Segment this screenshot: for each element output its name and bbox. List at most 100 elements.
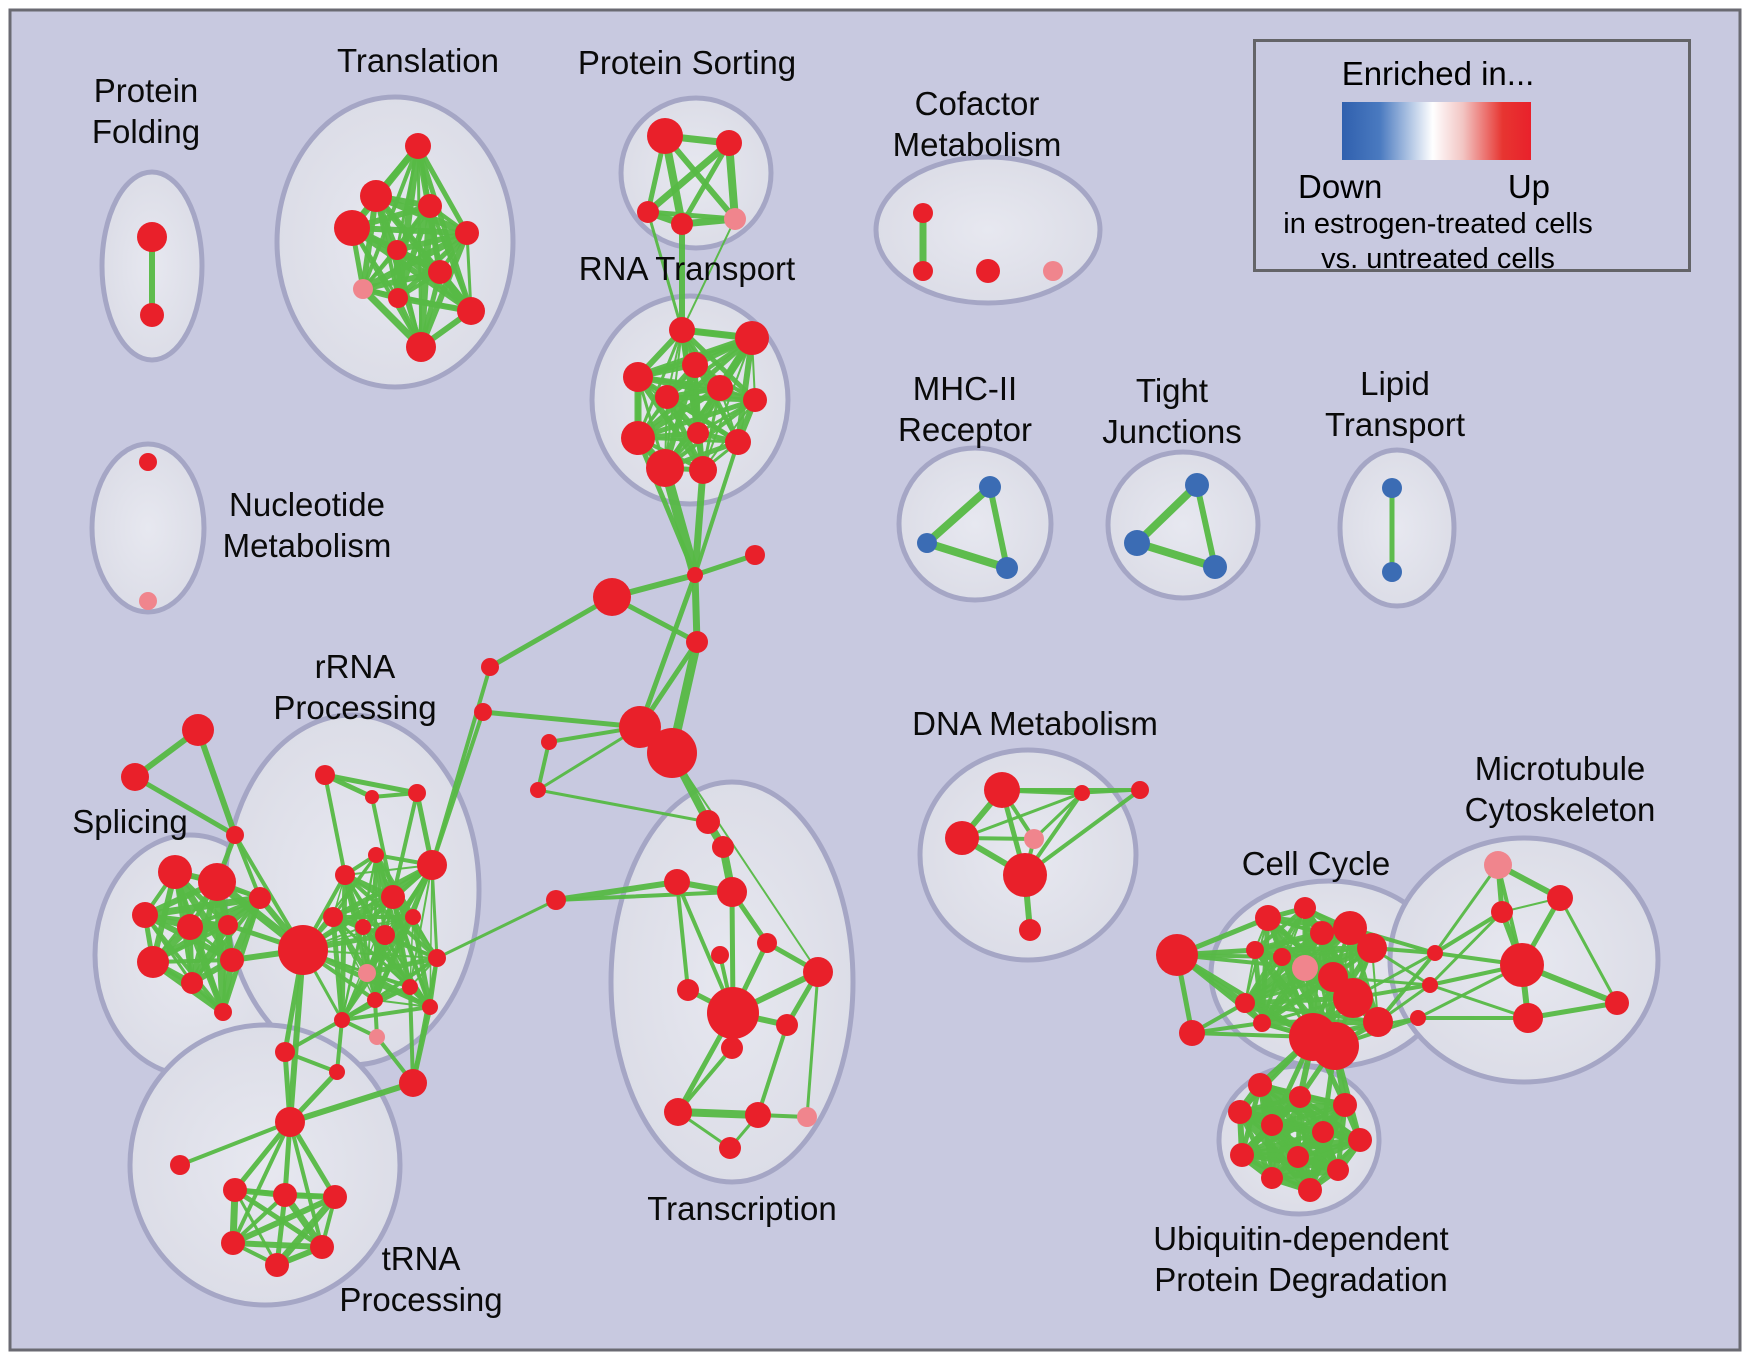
- network-node-l2[interactable]: [1382, 562, 1402, 582]
- network-node-t1[interactable]: [405, 133, 431, 159]
- network-node-x7[interactable]: [711, 946, 729, 964]
- network-node-d3[interactable]: [1024, 829, 1044, 849]
- network-node-tn2[interactable]: [273, 1183, 297, 1207]
- network-node-r2[interactable]: [368, 847, 384, 863]
- network-node-cf4[interactable]: [1043, 261, 1063, 281]
- network-node-cc1[interactable]: [1255, 905, 1281, 931]
- network-node-s0[interactable]: [226, 826, 244, 844]
- network-node-r5[interactable]: [405, 909, 421, 925]
- network-node-u11[interactable]: [1261, 1167, 1283, 1189]
- network-node-c3[interactable]: [541, 734, 557, 750]
- network-node-k3[interactable]: [1410, 1010, 1426, 1026]
- network-node-k2[interactable]: [1422, 977, 1438, 993]
- network-node-r18[interactable]: [275, 1042, 295, 1062]
- network-node-u9[interactable]: [1287, 1146, 1309, 1168]
- network-node-t5[interactable]: [455, 221, 479, 245]
- network-node-r10[interactable]: [402, 979, 418, 995]
- network-node-r6[interactable]: [323, 907, 343, 927]
- network-node-pf1[interactable]: [137, 222, 167, 252]
- network-node-cc7[interactable]: [1273, 948, 1291, 966]
- network-node-ps5[interactable]: [724, 208, 746, 230]
- network-node-r7[interactable]: [355, 919, 371, 935]
- network-node-s6[interactable]: [249, 887, 271, 909]
- network-node-s9[interactable]: [220, 948, 244, 972]
- network-node-r9[interactable]: [358, 964, 376, 982]
- network-node-s10[interactable]: [214, 1003, 232, 1021]
- network-node-x14[interactable]: [797, 1107, 817, 1127]
- network-node-t9[interactable]: [388, 288, 408, 308]
- network-node-tr2[interactable]: [121, 763, 149, 791]
- network-node-cf1[interactable]: [913, 203, 933, 223]
- network-node-x9[interactable]: [707, 987, 759, 1039]
- network-node-r4[interactable]: [381, 885, 405, 909]
- network-node-cf2[interactable]: [913, 261, 933, 281]
- network-node-n1[interactable]: [139, 453, 157, 471]
- network-node-tb[interactable]: [275, 1107, 305, 1137]
- network-node-c1[interactable]: [481, 658, 499, 676]
- network-node-r12[interactable]: [428, 949, 446, 967]
- network-node-r16[interactable]: [399, 1069, 427, 1097]
- network-node-cc11[interactable]: [1235, 993, 1255, 1013]
- network-node-tn6[interactable]: [265, 1253, 289, 1277]
- network-node-x11[interactable]: [721, 1037, 743, 1059]
- network-node-c4[interactable]: [530, 782, 546, 798]
- network-node-x5[interactable]: [757, 933, 777, 953]
- network-node-cc4[interactable]: [1333, 911, 1367, 945]
- network-node-rt11[interactable]: [646, 449, 684, 487]
- network-node-pf2[interactable]: [140, 303, 164, 327]
- network-node-t8[interactable]: [353, 279, 373, 299]
- network-node-d7[interactable]: [1019, 919, 1041, 941]
- network-node-cc6[interactable]: [1246, 941, 1264, 959]
- network-node-tj3[interactable]: [1203, 555, 1227, 579]
- network-node-s2[interactable]: [198, 863, 236, 901]
- network-node-s7[interactable]: [137, 946, 169, 978]
- network-node-x10[interactable]: [776, 1014, 798, 1036]
- network-node-u3[interactable]: [1333, 1093, 1357, 1117]
- network-node-s5[interactable]: [218, 915, 238, 935]
- network-node-d4[interactable]: [1074, 785, 1090, 801]
- network-node-u5[interactable]: [1261, 1114, 1283, 1136]
- network-node-tj1[interactable]: [1185, 473, 1209, 497]
- network-node-d6[interactable]: [1003, 853, 1047, 897]
- network-node-mt6[interactable]: [1605, 991, 1629, 1015]
- network-node-s1[interactable]: [158, 855, 192, 889]
- network-node-x4[interactable]: [717, 877, 747, 907]
- network-node-t3[interactable]: [418, 194, 442, 218]
- network-node-m1[interactable]: [979, 476, 1001, 498]
- network-node-mt5[interactable]: [1513, 1003, 1543, 1033]
- network-node-rt1[interactable]: [669, 317, 695, 343]
- network-node-mt1[interactable]: [1484, 851, 1512, 879]
- network-node-j3[interactable]: [686, 631, 708, 653]
- network-node-x1[interactable]: [664, 869, 690, 895]
- network-node-l1[interactable]: [1382, 478, 1402, 498]
- network-node-x8[interactable]: [677, 979, 699, 1001]
- network-node-r1[interactable]: [335, 865, 355, 885]
- network-node-c2[interactable]: [474, 703, 492, 721]
- network-node-mt2[interactable]: [1547, 885, 1573, 911]
- network-node-cc3[interactable]: [1310, 921, 1334, 945]
- network-node-d2[interactable]: [945, 821, 979, 855]
- network-node-tn4[interactable]: [221, 1231, 245, 1255]
- network-node-d1[interactable]: [984, 772, 1020, 808]
- network-node-h2[interactable]: [647, 728, 697, 778]
- network-node-r11[interactable]: [367, 992, 383, 1008]
- network-node-rc[interactable]: [408, 784, 426, 802]
- network-node-cc10[interactable]: [1333, 978, 1373, 1018]
- network-node-rt8[interactable]: [621, 421, 655, 455]
- network-node-x15[interactable]: [719, 1137, 741, 1159]
- network-node-u2[interactable]: [1289, 1086, 1311, 1108]
- network-node-t4[interactable]: [334, 210, 370, 246]
- network-node-rt4[interactable]: [623, 362, 653, 392]
- network-node-u7[interactable]: [1348, 1128, 1372, 1152]
- network-node-ps1[interactable]: [647, 118, 683, 154]
- network-node-r17[interactable]: [329, 1064, 345, 1080]
- network-node-u1[interactable]: [1248, 1073, 1272, 1097]
- network-node-ccS[interactable]: [1179, 1020, 1205, 1046]
- network-node-r3[interactable]: [417, 850, 447, 880]
- network-node-cc8[interactable]: [1292, 955, 1318, 981]
- network-node-mt4[interactable]: [1500, 943, 1544, 987]
- network-node-x3[interactable]: [712, 836, 734, 858]
- network-node-tn3[interactable]: [323, 1185, 347, 1209]
- network-node-hub[interactable]: [278, 925, 328, 975]
- network-node-ccL[interactable]: [1156, 934, 1198, 976]
